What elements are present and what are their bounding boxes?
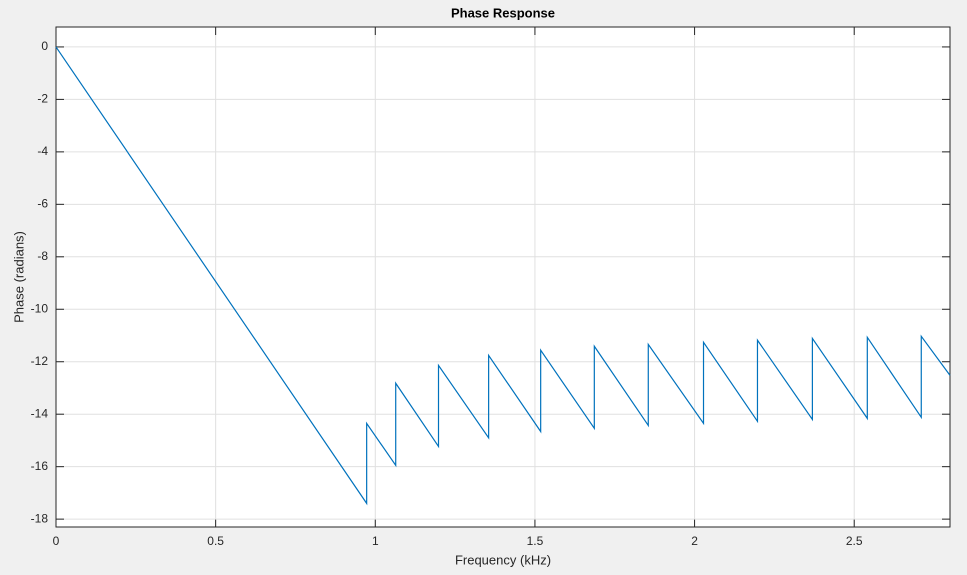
y-tick-label: -8 xyxy=(37,249,48,263)
chart-title: Phase Response xyxy=(451,5,555,20)
x-tick-label: 0 xyxy=(53,534,60,548)
y-axis-label: Phase (radians) xyxy=(11,231,26,323)
y-tick-label: -6 xyxy=(37,197,48,211)
x-tick-label: 0.5 xyxy=(207,534,224,548)
x-tick-label: 1.5 xyxy=(527,534,544,548)
plot-area xyxy=(56,27,950,527)
x-tick-label: 1 xyxy=(372,534,379,548)
y-tick-label: -18 xyxy=(31,511,49,525)
y-tick-label: -16 xyxy=(31,459,49,473)
x-axis-label: Frequency (kHz) xyxy=(455,552,551,567)
y-tick-label: -14 xyxy=(31,406,49,420)
y-tick-label: -2 xyxy=(37,92,48,106)
data-line xyxy=(55,46,951,506)
x-tick-label: 2 xyxy=(691,534,698,548)
y-tick-label: -10 xyxy=(31,301,49,315)
y-tick-label: 0 xyxy=(41,39,48,53)
x-tick-label: 2.5 xyxy=(846,534,863,548)
y-tick-label: -12 xyxy=(31,354,49,368)
axes-box xyxy=(55,26,951,528)
y-tick-label: -4 xyxy=(37,144,48,158)
